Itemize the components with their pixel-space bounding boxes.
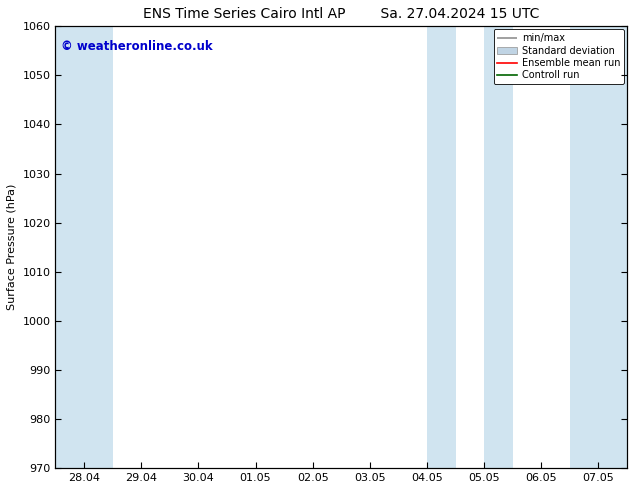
Bar xyxy=(570,26,627,468)
Bar xyxy=(484,26,513,468)
Text: © weatheronline.co.uk: © weatheronline.co.uk xyxy=(61,40,213,52)
Legend: min/max, Standard deviation, Ensemble mean run, Controll run: min/max, Standard deviation, Ensemble me… xyxy=(493,29,624,84)
Y-axis label: Surface Pressure (hPa): Surface Pressure (hPa) xyxy=(7,184,17,311)
Bar xyxy=(427,26,456,468)
Title: ENS Time Series Cairo Intl AP        Sa. 27.04.2024 15 UTC: ENS Time Series Cairo Intl AP Sa. 27.04.… xyxy=(143,7,540,21)
Bar xyxy=(56,26,113,468)
